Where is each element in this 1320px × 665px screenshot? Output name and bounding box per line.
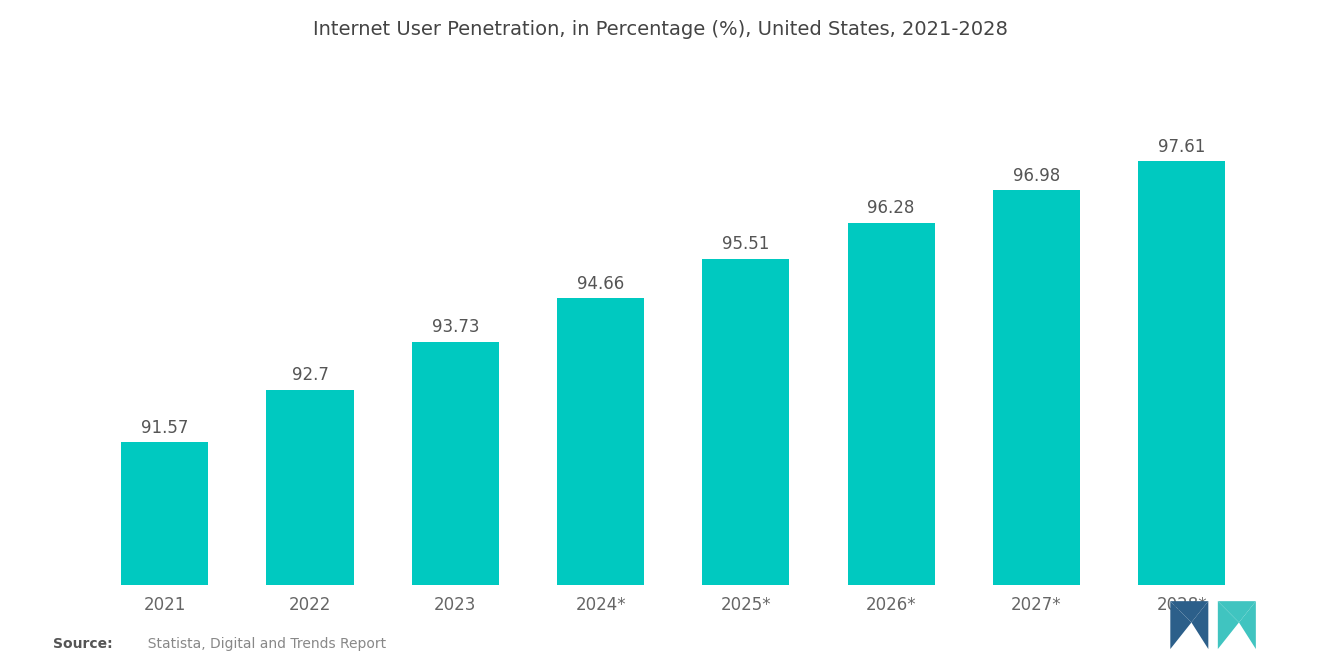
Polygon shape <box>1218 601 1255 622</box>
Bar <box>1138 161 1225 665</box>
Polygon shape <box>1171 601 1192 649</box>
Text: 96.98: 96.98 <box>1012 167 1060 185</box>
Polygon shape <box>1192 601 1208 649</box>
Bar <box>702 259 789 665</box>
Text: 94.66: 94.66 <box>577 275 624 293</box>
Text: Internet User Penetration, in Percentage (%), United States, 2021-2028: Internet User Penetration, in Percentage… <box>313 20 1007 39</box>
Text: 95.51: 95.51 <box>722 235 770 253</box>
Bar <box>267 390 354 665</box>
Polygon shape <box>1171 601 1208 622</box>
Polygon shape <box>1218 601 1239 649</box>
Text: 96.28: 96.28 <box>867 200 915 217</box>
Text: 97.61: 97.61 <box>1158 138 1205 156</box>
Bar <box>557 299 644 665</box>
Bar <box>993 190 1080 665</box>
Text: Statista, Digital and Trends Report: Statista, Digital and Trends Report <box>139 637 385 652</box>
Text: 93.73: 93.73 <box>432 318 479 336</box>
Polygon shape <box>1239 601 1255 649</box>
Bar <box>412 342 499 665</box>
Text: 91.57: 91.57 <box>141 419 189 437</box>
Bar <box>847 223 935 665</box>
Text: 92.7: 92.7 <box>292 366 329 384</box>
Bar <box>121 442 209 665</box>
Text: Source:: Source: <box>53 637 112 652</box>
